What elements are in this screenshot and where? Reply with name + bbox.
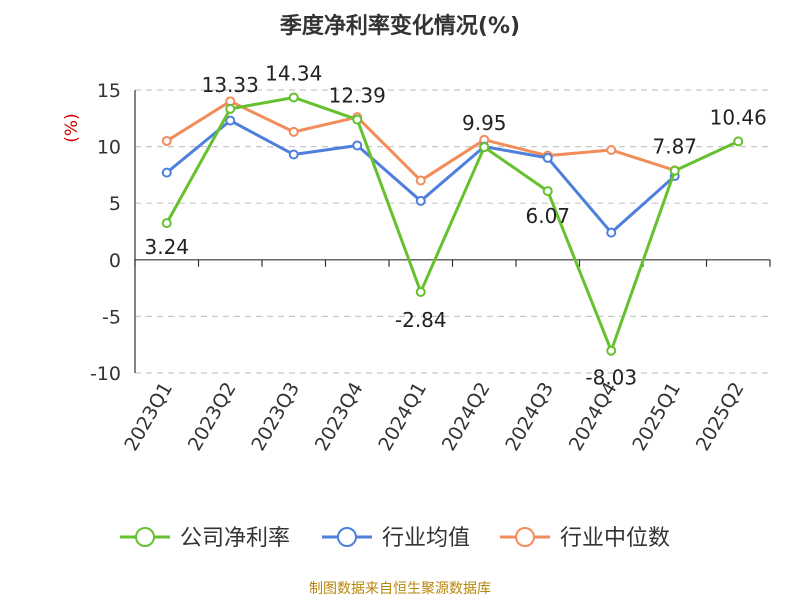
series-line	[165, 99, 676, 183]
y-tick-label: 10	[97, 137, 121, 159]
legend-swatch-marker	[135, 527, 155, 547]
series-line	[165, 95, 739, 353]
x-tick-label: 2024Q4	[565, 379, 622, 455]
legend-label: 行业均值	[382, 526, 470, 551]
series-point	[415, 195, 426, 206]
x-tick-label: 2025Q1	[628, 379, 685, 455]
series-point	[542, 152, 553, 163]
series-point	[352, 140, 363, 151]
y-tick-label: -5	[102, 306, 121, 328]
data-label: -8.03	[585, 366, 637, 390]
x-tick-label: 2023Q2	[184, 379, 241, 455]
x-tick-label: 2024Q2	[438, 379, 495, 455]
x-tick-label: 2023Q4	[311, 379, 368, 455]
legend-swatch-marker	[515, 527, 535, 547]
x-tick-label: 2025Q2	[692, 379, 749, 455]
data-label: 14.34	[265, 61, 322, 85]
y-tick-label: 15	[97, 80, 121, 102]
legend: 公司净利率 行业均值 行业中位数	[120, 526, 670, 551]
series-point	[288, 149, 299, 160]
series-point	[606, 227, 617, 238]
series-point	[415, 175, 426, 186]
data-label-layer: 3.24 13.33 14.34 12.39 -2.84 9.95 6.07 -8.03 7.8…	[144, 61, 766, 389]
data-label: 3.24	[144, 235, 189, 259]
series-point	[415, 286, 426, 297]
data-label: -2.84	[395, 308, 447, 332]
data-label: 7.87	[652, 135, 697, 159]
series-point	[606, 345, 617, 356]
legend-swatch-marker	[337, 527, 357, 547]
legend-label: 公司净利率	[180, 526, 290, 551]
series-point	[733, 136, 744, 147]
x-tick-label: 2024Q3	[501, 379, 558, 455]
x-tick-label: 2024Q1	[374, 379, 431, 455]
series-layer	[161, 92, 744, 356]
legend-label: 行业中位数	[560, 526, 670, 551]
series-point	[161, 218, 172, 229]
source-note: 制图数据来自恒生聚源数据库	[309, 581, 491, 597]
grid-layer	[135, 89, 770, 374]
chart-title: 季度净利率变化情况(%)	[279, 14, 521, 39]
series-point	[352, 114, 363, 125]
series-point	[161, 135, 172, 146]
x-tick-label: 2023Q1	[120, 379, 177, 455]
series-point	[161, 167, 172, 178]
data-label: 6.07	[525, 204, 570, 228]
x-tick-label: 2023Q3	[247, 379, 304, 455]
data-label: 10.46	[710, 105, 767, 129]
data-label: 12.39	[329, 84, 386, 108]
data-label: 9.95	[462, 111, 507, 135]
y-tick-label: 5	[109, 193, 121, 215]
series-point	[225, 103, 236, 114]
series-point	[288, 126, 299, 137]
series-point	[288, 92, 299, 103]
y-axis-label: (%)	[62, 113, 82, 142]
series-point	[669, 165, 680, 176]
y-tick-label: -10	[90, 363, 121, 385]
series-point	[606, 144, 617, 155]
series-point	[479, 142, 490, 153]
series-point	[225, 115, 236, 126]
y-tick-label: 0	[109, 250, 121, 272]
series-point	[542, 186, 553, 197]
data-label: 13.33	[202, 73, 259, 97]
